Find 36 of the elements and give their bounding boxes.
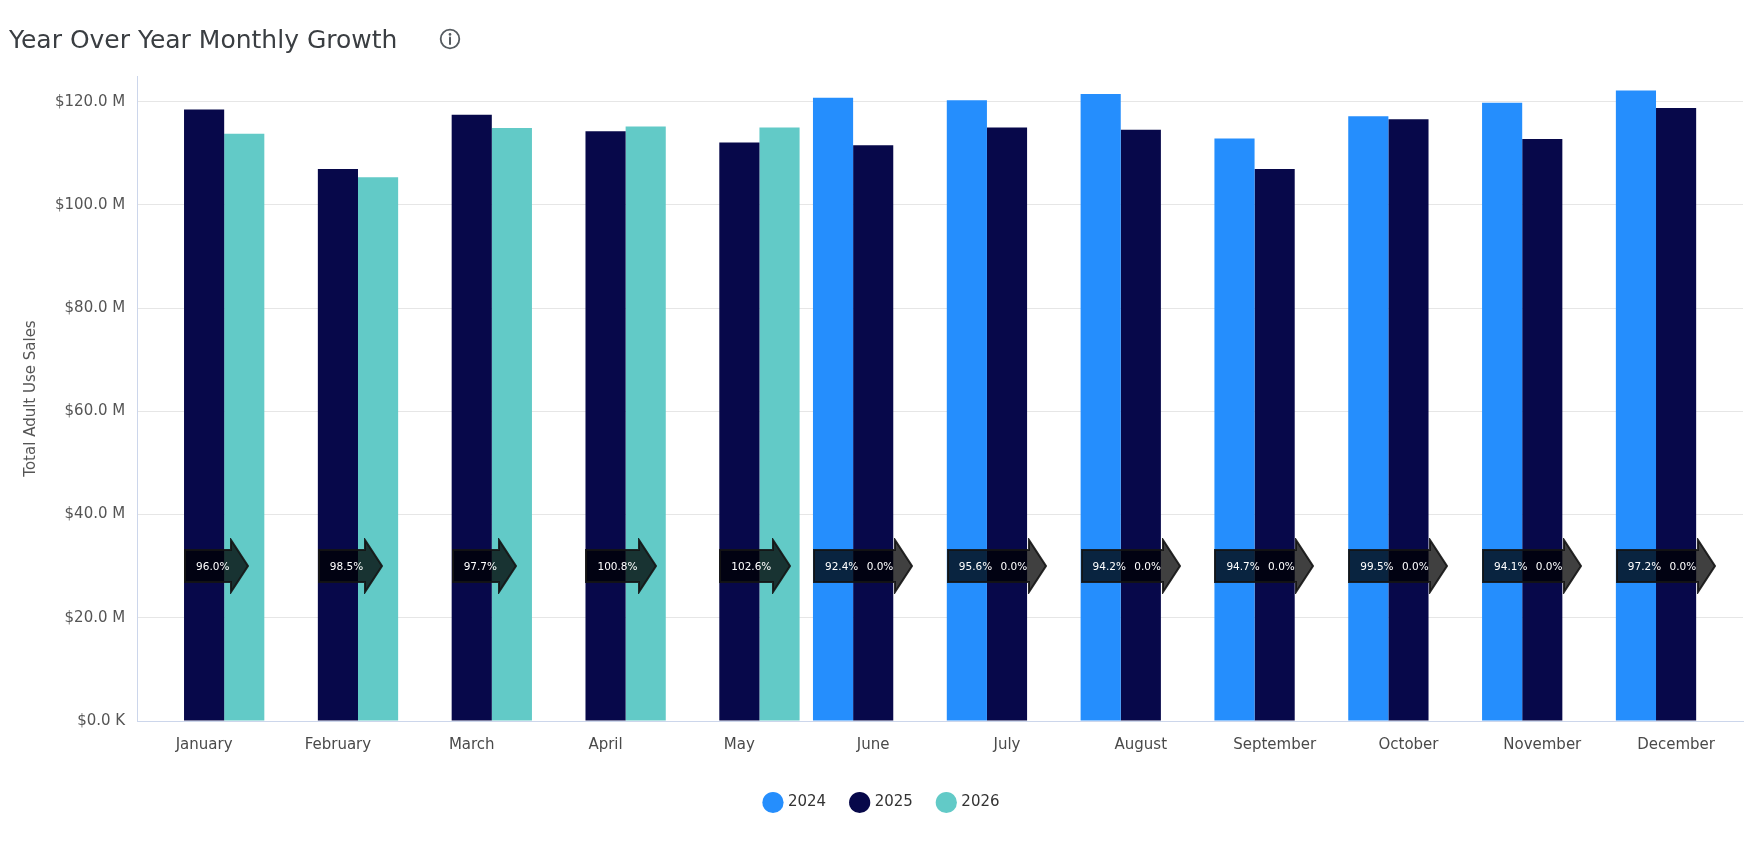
annotation: 99.5% 0.0% [1360, 559, 1429, 574]
annotation: 97.2% 0.0% [1627, 559, 1697, 574]
annotation: 94.2% 0.0% [1092, 559, 1161, 574]
x-tick-label: April [588, 734, 623, 753]
x-tick-label: October [1378, 734, 1440, 753]
annotation: 96.0% [196, 559, 230, 574]
legend-label: 2025 [874, 792, 913, 811]
y-tick-label: $60.0 M [64, 401, 126, 420]
chart-title: Year Over Year Monthly Growth [9, 24, 398, 54]
legend-label: 2026 [961, 792, 1000, 811]
x-tick-label: December [1637, 734, 1716, 753]
y-axis-title: Total Adult Use Sales [20, 320, 39, 478]
y-tick-label: $0.0 K [77, 710, 127, 729]
annotation: 97.7% [463, 559, 498, 574]
x-tick-label: July [992, 734, 1021, 753]
y-tick-label: $120.0 M [54, 91, 126, 110]
x-tick-label: November [1503, 734, 1583, 753]
y-tick-label: $100.0 M [54, 194, 126, 213]
annotation: 102.6% [731, 559, 772, 574]
x-tick-label: March [448, 734, 495, 753]
x-tick-label: September [1233, 734, 1317, 753]
x-tick-label: January [174, 734, 233, 753]
annotation: 98.5% [329, 559, 364, 574]
legend-label: 2024 [787, 792, 827, 811]
annotation: 92.4% 0.0% [824, 559, 894, 574]
annotation: 94.7% 0.0% [1226, 559, 1295, 574]
y-tick-label: $40.0 M [64, 504, 126, 523]
y-tick-label: $80.0 M [64, 298, 126, 317]
y-tick-label: $20.0 M [64, 607, 126, 626]
annotation: 100.8% [597, 559, 638, 574]
annotation: 94.1% 0.0% [1494, 559, 1563, 574]
annotation: 95.6% 0.0% [958, 559, 1028, 574]
x-tick-label: February [304, 734, 372, 753]
x-tick-label: June [855, 734, 890, 753]
x-tick-label: May [723, 734, 755, 753]
x-tick-label: August [1114, 734, 1168, 753]
